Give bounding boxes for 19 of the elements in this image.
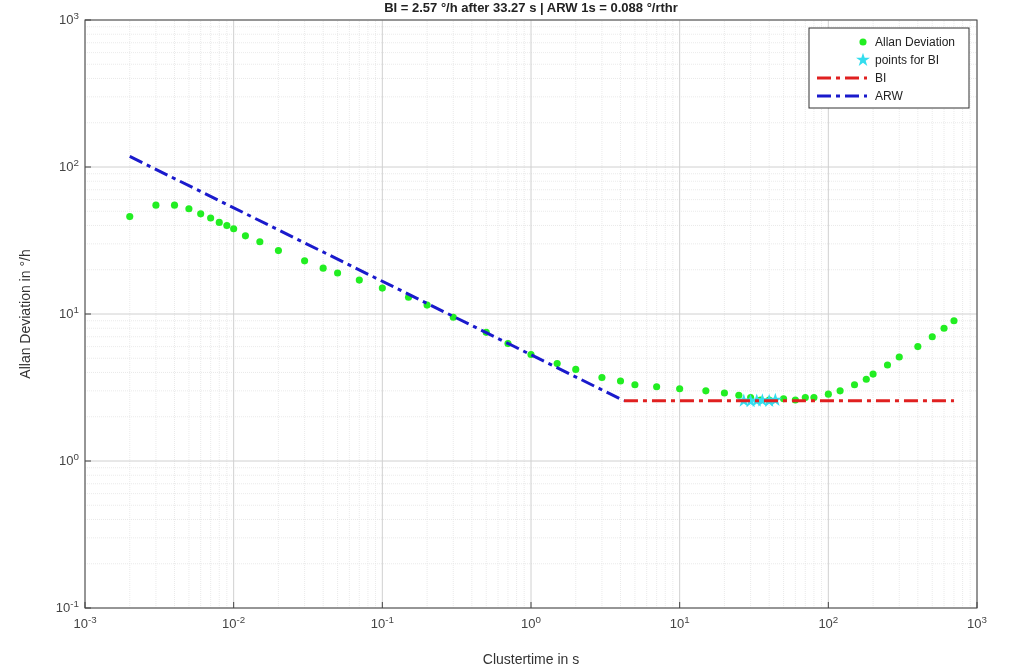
legend-label: Allan Deviation	[875, 35, 956, 49]
x-tick-label: 10$^{2}$	[818, 613, 839, 631]
y-axis-title: Allan Deviation in °/h	[17, 249, 33, 379]
x-tick-label: 10$^{3}$	[967, 613, 987, 631]
y-tick-label: 10$^{1}$	[59, 303, 79, 321]
y-tick-label: 10$^{0}$	[59, 450, 80, 468]
y-tick-label: 10$^{2}$	[59, 156, 79, 174]
legend-label: BI	[875, 71, 887, 85]
x-tick-label: 10$^{-2}$	[222, 613, 246, 631]
x-axis-title: Clustertime in s	[482, 651, 580, 667]
chart-title: BI = 2.57 °/h after 33.27 s | ARW 1s = 0.088 °/rthr	[384, 0, 678, 15]
y-tick-label: 10$^{3}$	[59, 9, 79, 27]
legend-label: ARW	[875, 89, 904, 103]
x-tick-label: 10$^{-1}$	[370, 613, 394, 631]
legend-label: points for BI	[875, 53, 940, 67]
y-tick-label: 10$^{-1}$	[55, 597, 79, 615]
x-tick-label: 10$^{-3}$	[73, 613, 97, 631]
x-tick-label: 10$^{1}$	[669, 613, 690, 631]
x-tick-label: 10$^{0}$	[521, 613, 542, 631]
